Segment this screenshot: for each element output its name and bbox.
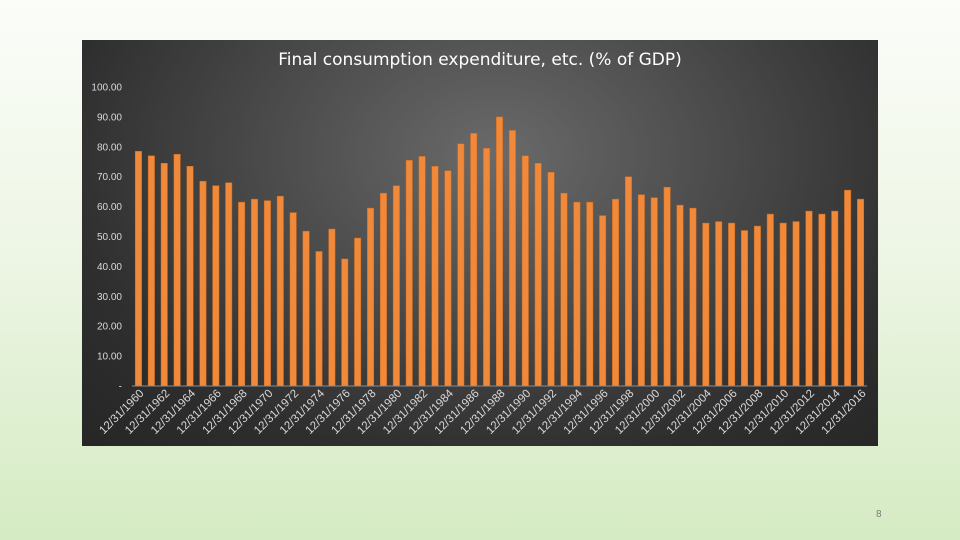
bar xyxy=(534,163,542,387)
bar xyxy=(818,213,826,387)
chart-title: Final consumption expenditure, etc. (% o… xyxy=(278,50,682,70)
y-tick-label: 90.00 xyxy=(97,112,122,123)
bar xyxy=(225,182,233,387)
bar xyxy=(779,222,787,387)
bars xyxy=(134,116,865,387)
bar xyxy=(302,230,310,387)
bar xyxy=(637,194,645,387)
y-tick-label: 10.00 xyxy=(97,352,122,363)
y-tick-label: 50.00 xyxy=(97,232,122,243)
bar xyxy=(405,160,413,387)
y-tick-label: 80.00 xyxy=(97,142,122,153)
bar xyxy=(715,221,723,387)
bar xyxy=(328,228,336,387)
x-axis: 12/31/196012/31/196212/31/196412/31/1966… xyxy=(97,385,869,437)
bar xyxy=(483,148,491,387)
bar xyxy=(702,222,710,387)
bar-chart: - 10.00 20.00 30.00 40.00 50.00 60.00 70.00 80.0… xyxy=(91,83,869,437)
bar xyxy=(624,176,632,387)
bar xyxy=(857,198,865,387)
bar xyxy=(844,189,852,387)
bar xyxy=(392,185,400,387)
bar xyxy=(457,143,465,387)
bar xyxy=(547,171,555,387)
bar xyxy=(792,221,800,387)
bar xyxy=(276,195,284,387)
bar xyxy=(573,201,581,387)
bar xyxy=(212,185,220,387)
y-tick-label: 100.00 xyxy=(91,83,122,94)
bar xyxy=(676,204,684,387)
bar xyxy=(289,212,297,387)
bar xyxy=(160,163,168,387)
bar xyxy=(496,116,503,387)
y-tick-label: 20.00 xyxy=(97,322,122,333)
bar xyxy=(753,225,761,387)
y-tick-label: 40.00 xyxy=(97,262,122,273)
bar xyxy=(586,201,594,387)
bar xyxy=(831,210,839,387)
bar xyxy=(418,156,426,387)
bar xyxy=(238,201,246,387)
bar xyxy=(431,165,439,387)
bar xyxy=(521,155,529,387)
bar xyxy=(263,200,271,387)
bar xyxy=(251,198,258,387)
y-tick-label: - xyxy=(119,382,122,393)
bar xyxy=(315,251,323,387)
bar xyxy=(186,165,194,387)
bar xyxy=(367,207,375,387)
bar xyxy=(444,170,452,387)
bar xyxy=(379,192,387,387)
bar xyxy=(741,230,748,387)
bar xyxy=(147,155,155,387)
bar xyxy=(663,186,671,387)
bar xyxy=(728,222,736,387)
bar xyxy=(599,215,607,387)
page-number: 8 xyxy=(876,509,882,520)
y-tick-label: 60.00 xyxy=(97,202,122,213)
bar xyxy=(508,130,516,387)
bar xyxy=(199,180,207,387)
chart-panel: Final consumption expenditure, etc. (% o… xyxy=(82,40,878,446)
bar xyxy=(689,207,697,387)
bar xyxy=(805,210,813,387)
bar xyxy=(341,258,349,387)
bar xyxy=(560,192,568,387)
bar xyxy=(612,198,620,387)
y-tick-label: 70.00 xyxy=(97,172,122,183)
bar xyxy=(766,213,774,387)
bar xyxy=(650,197,658,387)
y-tick-label: 30.00 xyxy=(97,292,122,303)
bar xyxy=(354,237,362,387)
bar xyxy=(173,154,181,387)
bar xyxy=(470,133,478,387)
bar xyxy=(134,151,142,387)
y-axis: - 10.00 20.00 30.00 40.00 50.00 60.00 70.00 80.0… xyxy=(91,83,122,393)
